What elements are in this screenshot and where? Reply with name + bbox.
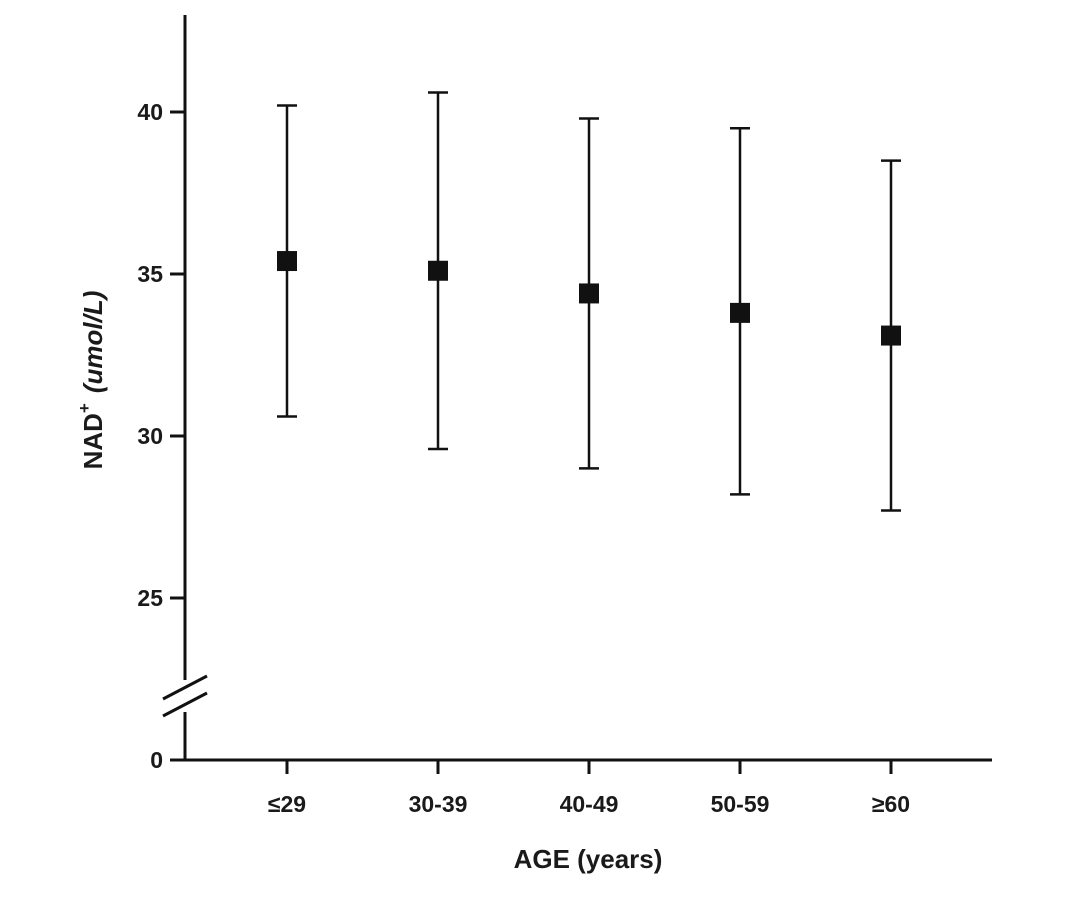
- y-tick-label: 0: [150, 747, 163, 773]
- data-point-marker: [881, 325, 901, 346]
- x-ticks: ≤29 30-39 40-49 50-59 ≥60: [268, 760, 910, 817]
- x-tick-label: ≥60: [872, 791, 910, 817]
- x-tick-label: 30-39: [409, 791, 468, 817]
- y-tick-label: 40: [137, 99, 163, 125]
- data-point-marker: [277, 251, 297, 272]
- data-points: [277, 251, 901, 346]
- x-tick-label: ≤29: [268, 791, 306, 817]
- y-axis-title-unit: (umol/L): [78, 291, 108, 394]
- y-tick-label: 25: [137, 585, 163, 611]
- y-tick-label: 35: [137, 261, 163, 287]
- axis-break-mark-upper: [162, 674, 208, 701]
- data-point-marker: [428, 260, 448, 281]
- x-tick-label: 40-49: [560, 791, 619, 817]
- y-axis-title-main: NAD: [78, 413, 108, 469]
- axis-break-mark-lower: [162, 691, 208, 718]
- y-axis-title: NAD+ (umol/L): [75, 291, 108, 470]
- y-tick-label: 30: [137, 423, 163, 449]
- x-tick-label: 50-59: [711, 791, 770, 817]
- data-point-marker: [579, 283, 599, 304]
- x-axis-title: AGE (years): [514, 844, 663, 874]
- svg-text:NAD+(umol/L): NAD+ (umol/L): [75, 291, 108, 470]
- data-point-marker: [730, 302, 750, 323]
- y-axis-title-superscript: +: [75, 403, 94, 413]
- y-ticks: 0 25 30 35 40: [137, 99, 185, 773]
